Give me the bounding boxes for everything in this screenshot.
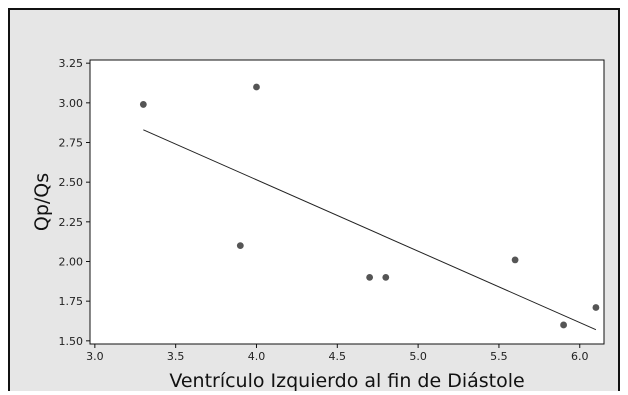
y-tick-label: 2.25: [59, 216, 84, 229]
y-axis-ticks: 1.50 1.75 2.00 2.25 2.50 2.75 3.00 3.25: [59, 57, 90, 348]
y-tick-label: 1.75: [59, 295, 84, 308]
x-tick-label: 4.5: [329, 350, 347, 363]
data-point: [139, 101, 147, 108]
data-point: [366, 273, 374, 281]
y-tick-label: 2.50: [59, 176, 84, 189]
y-tick-label: 3.00: [59, 97, 84, 110]
data-point: [511, 256, 519, 264]
plot-area: [89, 59, 605, 345]
data-point: [253, 83, 260, 91]
x-axis-label: Ventrículo Izquierdo al fin de Diástole: [169, 370, 524, 392]
regression-line-group: [143, 129, 597, 331]
data-points: [139, 83, 600, 329]
data-point: [236, 242, 244, 250]
x-tick-label: 5.5: [490, 350, 508, 363]
y-tick-label: 2.00: [59, 255, 84, 268]
x-tick-label: 5.0: [409, 350, 427, 363]
y-tick-label: 1.50: [59, 335, 84, 348]
x-tick-label: 3.5: [167, 350, 185, 363]
x-tick-label: 4.0: [248, 350, 266, 363]
y-tick-label: 3.25: [59, 57, 84, 70]
regression-line: [143, 129, 597, 331]
x-axis-ticks: 3.0 3.5 4.0 4.5 5.0 5.5 6.0: [86, 344, 589, 363]
data-point: [382, 273, 390, 281]
y-tick-label: 2.75: [59, 137, 84, 150]
x-tick-label: 6.0: [571, 350, 589, 363]
y-axis-label: Qp/Qs: [31, 173, 53, 231]
x-tick-label: 3.0: [86, 350, 104, 363]
data-point: [592, 304, 600, 311]
data-point: [560, 321, 567, 329]
